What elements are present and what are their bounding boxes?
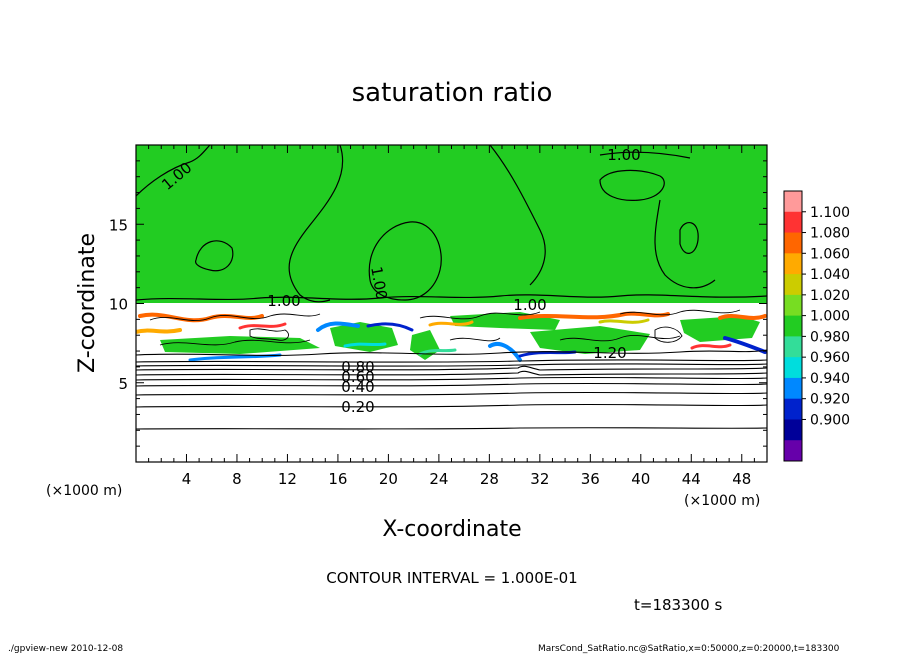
colorbar-label: 1.060 (810, 246, 850, 262)
contour-label: 1.00 (267, 292, 300, 310)
orange-streak-4 (718, 314, 767, 320)
x-axis-label: X-coordinate (382, 517, 521, 542)
colorbar-swatch (784, 419, 802, 441)
red-streak-2 (690, 343, 732, 350)
x-unit-right: (×1000 m) (684, 493, 760, 509)
contour-label: 0.20 (341, 398, 374, 416)
contour-label: 0.60 (341, 368, 374, 386)
red-streak-1 (238, 322, 287, 330)
cyan-streak-1 (418, 348, 457, 356)
blue-streak-2 (366, 322, 414, 332)
time-label: t=183300 s (634, 596, 722, 614)
x-tick-label: 12 (278, 470, 297, 488)
contour-central (288, 145, 344, 303)
colorbar-frame (783, 190, 803, 462)
colorbar-swatch (784, 253, 802, 275)
contour-loop-right (599, 169, 665, 201)
lower-contours (136, 349, 767, 430)
colorbar-swatch (784, 440, 802, 462)
colorbar-label: 0.960 (810, 350, 850, 366)
colorbar-label: 1.040 (810, 267, 850, 283)
x-tick-label: 28 (480, 470, 499, 488)
supersaturated-region (136, 145, 767, 303)
blue-streak-3 (488, 341, 522, 362)
x-tick-label: 20 (379, 470, 398, 488)
contour-label: 0.40 (341, 378, 374, 396)
contour-loop-mid (368, 221, 442, 301)
y-axis: 5 10 15 (109, 160, 767, 447)
colorbar-swatch (784, 336, 802, 358)
colorbar-label: 1.100 (810, 205, 850, 221)
footer-right: MarsCond_SatRatio.nc@SatRatio,x=0:50000,… (538, 644, 840, 654)
cyan-streak-2 (343, 342, 387, 348)
colorbar-label: 1.080 (810, 226, 850, 242)
colorbar-swatch (784, 294, 802, 317)
orange-streak-3 (518, 311, 670, 320)
contour-0-80 (136, 365, 767, 371)
contour-0-40 (136, 382, 767, 387)
x-tick-label: 24 (429, 470, 448, 488)
x-tick-label: 48 (732, 470, 751, 488)
colorbar-label: 1.000 (810, 309, 850, 325)
y-axis-label: Z-coordinate (75, 233, 100, 373)
colorbar-label: 0.900 (810, 412, 850, 428)
contour-loop-left (195, 240, 234, 272)
colorbar-swatch (784, 315, 802, 337)
colorbar-swatch (784, 357, 802, 379)
y-tick-label: 5 (118, 375, 128, 393)
colorbar-swatch (784, 274, 802, 296)
contour-interval: CONTOUR INTERVAL = 1.000E-01 (326, 569, 577, 587)
x-tick-label: 36 (581, 470, 600, 488)
colorbar-label: 0.940 (810, 371, 850, 387)
colorbar-label: 0.980 (810, 329, 850, 345)
x-axis: 4 8 12 16 20 24 28 32 36 40 44 48 (148, 145, 755, 488)
chart-title: saturation ratio (352, 78, 553, 108)
contour-right-2 (654, 199, 716, 289)
contour-1-20 (136, 349, 767, 356)
x-tick-label: 40 (631, 470, 650, 488)
contour-label: 1.00 (607, 146, 640, 164)
x-tick-label: 8 (232, 470, 242, 488)
contour-loop-far-right (679, 222, 699, 254)
colorbar-swatch (784, 232, 802, 254)
contour-label: 1.00 (513, 296, 546, 314)
colorbar-swatch (784, 398, 802, 420)
colorbar-swatch (784, 211, 802, 234)
colorbar-label: 1.020 (810, 288, 850, 304)
upper-contours (136, 145, 767, 303)
orange-streak-2 (136, 328, 182, 334)
contour-label: 1.20 (593, 344, 626, 362)
contour-label: 1.00 (367, 265, 391, 301)
colorbar-swatch (784, 377, 802, 400)
contour-right-1 (489, 145, 546, 286)
x-tick-label: 32 (530, 470, 549, 488)
contour-0-60 (136, 370, 767, 376)
green-patch-2 (410, 330, 440, 360)
colorbar-swatch (784, 191, 802, 213)
x-tick-label: 16 (328, 470, 347, 488)
x-tick-label: 4 (182, 470, 192, 488)
green-patch-5 (680, 316, 760, 342)
yellow-streak-1 (598, 318, 650, 324)
y-tick-label: 15 (109, 216, 128, 234)
contour-upper-right (599, 151, 691, 159)
contour-lower-band (136, 294, 767, 301)
colorbar-label: 0.920 (810, 392, 850, 408)
y-tick-label: 10 (109, 296, 128, 314)
footer-left: ./gpview-new 2010-12-08 (8, 644, 123, 654)
contour-topleft (136, 145, 211, 197)
colorbar: 1.100 1.080 1.060 1.040 1.020 1.000 0.980 0.960… (783, 190, 850, 462)
plot-field: 1.00 1.00 1.00 1.00 1.00 1.20 0.80 0.60 … (136, 145, 767, 462)
cloud-contour-clutter (149, 309, 741, 346)
boundary-layer-white (136, 303, 767, 462)
orange-streak-5 (428, 320, 474, 327)
x-tick-label: 44 (682, 470, 701, 488)
contour-0-20 (136, 403, 767, 408)
x-unit-left: (×1000 m) (46, 483, 122, 499)
contour-label: 0.80 (341, 358, 374, 376)
blue-streak-1 (316, 321, 360, 332)
